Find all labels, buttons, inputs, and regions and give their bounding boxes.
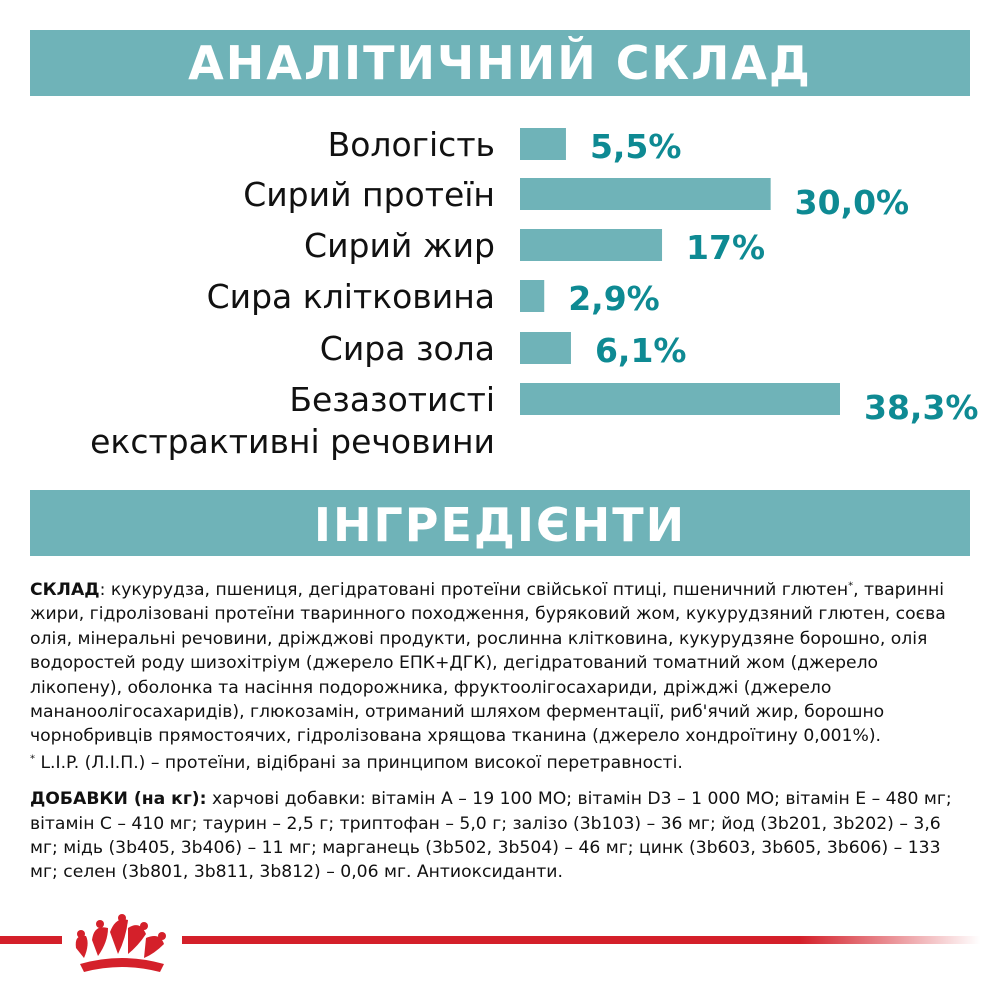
composition-text-part-2: , тваринні жири, гідролізовані протеїни … <box>30 580 946 747</box>
value-label-3: 17% <box>686 228 765 267</box>
footnote-paragraph: * L.I.P. (Л.І.П.) – протеїни, відібрані … <box>30 751 970 775</box>
value-label-1: 5,5% <box>590 127 682 166</box>
category-label-6-line-1: Безазотисті <box>289 380 495 419</box>
composition-paragraph: СКЛАД: кукурудза, пшениця, дегідратовані… <box>30 578 970 749</box>
brand-footer-line <box>0 936 1000 944</box>
bar-3 <box>520 229 663 261</box>
value-label-6: 38,3% <box>864 388 979 427</box>
bar-1 <box>520 128 566 160</box>
bar-4 <box>520 280 545 312</box>
value-label-2: 30,0% <box>795 183 910 222</box>
bar-5 <box>520 332 571 364</box>
composition-footnote-marker: * <box>848 580 854 592</box>
category-label-2: Сирий протеїн <box>243 175 495 214</box>
bar-6 <box>520 383 840 415</box>
footnote-text: L.I.P. (Л.І.П.) – протеїни, відібрані за… <box>35 752 683 773</box>
category-label-3: Сирий жир <box>304 226 495 265</box>
composition-lead: СКЛАД <box>30 580 100 600</box>
bar-2 <box>520 178 771 210</box>
nutrition-bar-chart: Вологість 5,5% Сирий протеїн 30,0% Сирий жир… <box>90 125 979 461</box>
ingredients-text-block: СКЛАД: кукурудза, пшениця, дегідратовані… <box>30 578 970 885</box>
category-label-4: Сира клітковина <box>207 277 495 316</box>
category-label-6-line-2: екстрактивні речовини <box>90 422 495 461</box>
value-label-5: 6,1% <box>595 331 687 370</box>
value-label-4: 2,9% <box>568 279 660 318</box>
analytical-composition-header: АНАЛІТИЧНИЙ СКЛАД <box>30 30 970 96</box>
additives-text: харчові добавки: вітамін А – 19 100 МО; … <box>30 789 952 883</box>
additives-lead: ДОБАВКИ (на кг): <box>30 789 207 810</box>
category-label-5: Сира зола <box>320 329 495 368</box>
ingredients-header: ІНГРЕДІЄНТИ <box>30 490 970 556</box>
royal-canin-crown-icon <box>62 912 182 980</box>
additives-paragraph: ДОБАВКИ (на кг): харчові добавки: вітамі… <box>30 787 970 885</box>
footnote-marker: * <box>30 753 35 765</box>
composition-text-part-1: : кукурудза, пшениця, дегідратовані прот… <box>99 580 849 600</box>
category-label-1: Вологість <box>328 125 495 164</box>
